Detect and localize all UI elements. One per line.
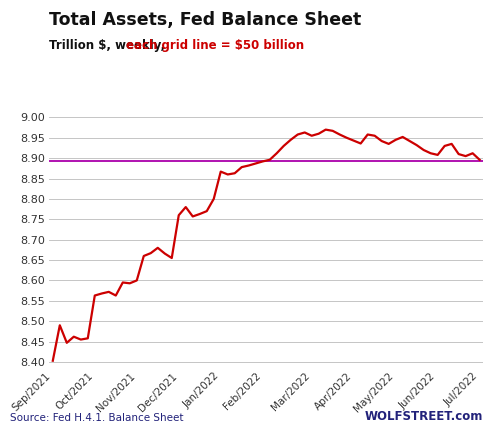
Text: Trillion $, weekly,: Trillion $, weekly, — [49, 39, 170, 52]
Text: each grid line = $50 billion: each grid line = $50 billion — [126, 39, 304, 52]
Text: WOLFSTREET.com: WOLFSTREET.com — [365, 410, 483, 423]
Text: Total Assets, Fed Balance Sheet: Total Assets, Fed Balance Sheet — [49, 11, 361, 29]
Text: Source: Fed H.4.1. Balance Sheet: Source: Fed H.4.1. Balance Sheet — [10, 413, 183, 423]
